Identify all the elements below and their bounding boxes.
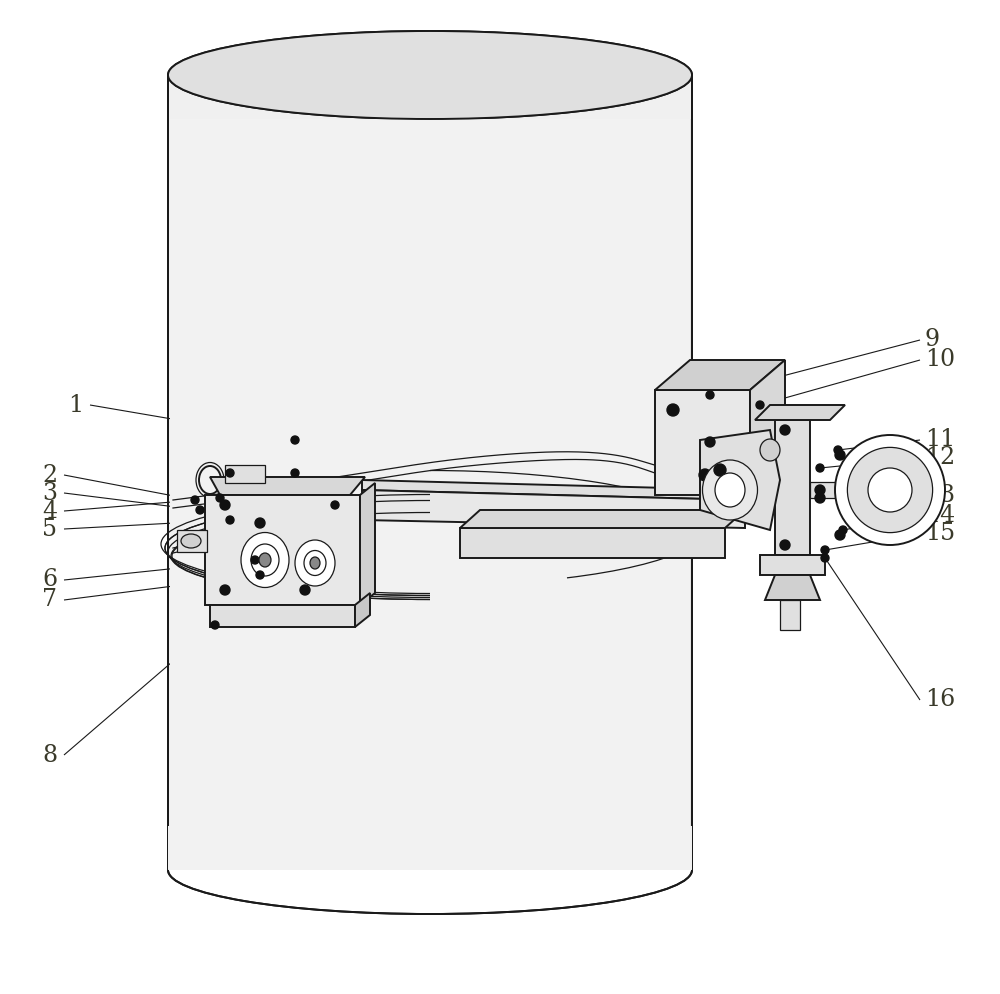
Bar — [168, 826, 692, 870]
Circle shape — [815, 485, 825, 495]
Polygon shape — [210, 477, 365, 495]
Polygon shape — [460, 510, 745, 528]
Ellipse shape — [304, 551, 326, 576]
Text: 11: 11 — [925, 428, 955, 451]
Polygon shape — [170, 119, 690, 870]
Bar — [205, 495, 360, 605]
Circle shape — [331, 501, 339, 509]
Circle shape — [226, 516, 234, 524]
Circle shape — [780, 425, 790, 435]
Text: 10: 10 — [925, 349, 955, 372]
Text: 12: 12 — [925, 446, 955, 469]
Text: 1: 1 — [68, 394, 83, 416]
Ellipse shape — [847, 447, 933, 533]
Bar — [775, 420, 810, 555]
Circle shape — [256, 571, 264, 579]
Polygon shape — [655, 360, 785, 390]
Polygon shape — [355, 593, 370, 627]
Circle shape — [300, 585, 310, 595]
Circle shape — [816, 464, 824, 472]
Circle shape — [196, 506, 204, 514]
Text: 4: 4 — [42, 500, 57, 523]
Circle shape — [839, 526, 847, 534]
Bar — [225, 465, 265, 483]
Circle shape — [815, 493, 825, 503]
Circle shape — [251, 556, 259, 564]
Text: 8: 8 — [42, 744, 57, 766]
Circle shape — [191, 496, 199, 504]
Polygon shape — [765, 575, 820, 600]
Ellipse shape — [715, 473, 745, 507]
Circle shape — [835, 530, 845, 540]
Ellipse shape — [835, 435, 945, 545]
Polygon shape — [632, 119, 692, 870]
Ellipse shape — [702, 460, 758, 520]
Bar — [810, 482, 890, 498]
Ellipse shape — [868, 468, 912, 512]
Text: 6: 6 — [42, 569, 57, 591]
Ellipse shape — [168, 31, 692, 119]
Circle shape — [780, 540, 790, 550]
Circle shape — [226, 469, 234, 477]
Circle shape — [706, 391, 714, 399]
Polygon shape — [750, 360, 785, 495]
Circle shape — [834, 446, 842, 454]
Polygon shape — [362, 490, 745, 528]
Text: 3: 3 — [42, 481, 57, 505]
Bar — [655, 390, 750, 495]
Text: 14: 14 — [925, 505, 955, 528]
Circle shape — [756, 401, 764, 409]
Circle shape — [220, 585, 230, 595]
Circle shape — [220, 500, 230, 510]
Circle shape — [821, 546, 829, 554]
Text: 5: 5 — [42, 518, 57, 541]
Ellipse shape — [295, 540, 335, 586]
Polygon shape — [362, 480, 745, 500]
Circle shape — [699, 469, 711, 481]
Circle shape — [835, 450, 845, 460]
Circle shape — [291, 469, 299, 477]
Polygon shape — [755, 405, 845, 420]
Ellipse shape — [310, 557, 320, 569]
Circle shape — [255, 518, 265, 528]
Polygon shape — [168, 75, 692, 870]
Circle shape — [211, 621, 219, 629]
Bar — [780, 600, 800, 630]
Text: 13: 13 — [925, 484, 955, 508]
Bar — [760, 555, 825, 575]
Circle shape — [821, 554, 829, 562]
Polygon shape — [700, 430, 780, 530]
Ellipse shape — [760, 439, 780, 461]
Text: 9: 9 — [925, 328, 940, 352]
Circle shape — [291, 436, 299, 444]
Ellipse shape — [251, 544, 279, 576]
Ellipse shape — [181, 534, 201, 548]
Circle shape — [705, 437, 715, 447]
Polygon shape — [360, 483, 375, 605]
Text: 15: 15 — [925, 523, 955, 546]
Bar — [177, 530, 207, 552]
Circle shape — [714, 464, 726, 476]
Bar — [460, 528, 725, 558]
Ellipse shape — [168, 31, 692, 119]
Circle shape — [876, 481, 884, 489]
Text: 16: 16 — [925, 689, 955, 712]
Circle shape — [667, 404, 679, 416]
Ellipse shape — [259, 553, 271, 567]
Text: 2: 2 — [42, 463, 57, 486]
Circle shape — [216, 494, 224, 502]
Bar — [210, 605, 355, 627]
Text: 7: 7 — [42, 588, 57, 611]
Ellipse shape — [241, 533, 289, 587]
